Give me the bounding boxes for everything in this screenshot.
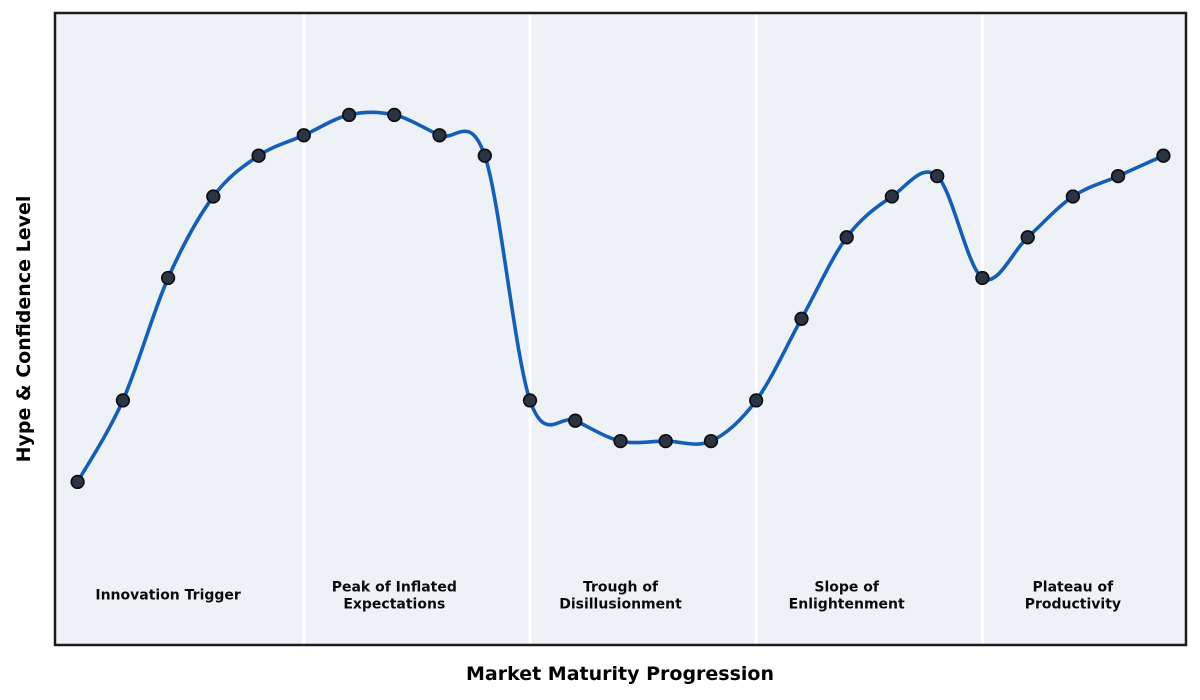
hype-curve-line [75,110,1166,484]
data-point-marker [251,148,266,163]
data-point-marker [70,474,85,490]
phase-label: Innovation Trigger [95,587,241,604]
data-point-marker [477,148,492,163]
data-point-marker [884,189,900,204]
plot-border [53,11,1188,647]
data-point-marker [613,433,628,449]
data-point-marker [341,107,357,123]
phase-label: Slope of Enlightenment [788,579,905,613]
data-point-marker [658,433,673,449]
data-point-marker [568,413,583,428]
data-point-marker [1065,189,1081,204]
data-point-marker [432,128,447,143]
data-point-marker [975,270,990,286]
data-point-marker [115,393,131,408]
data-point-marker [703,433,719,449]
data-point-marker [930,168,945,184]
data-point-marker [839,230,854,245]
phase-label: Trough of Disillusionment [559,579,682,613]
phase-label: Peak of Inflated Expectations [331,579,457,613]
data-point-marker [160,270,176,286]
data-point-marker [1110,168,1126,184]
data-point-marker [296,128,311,143]
data-point-marker [1156,148,1171,163]
x-axis-label: Market Maturity Progression [465,663,775,685]
y-axis-label: Hype & Confidence Level [13,195,35,463]
data-point-marker [206,189,221,204]
data-point-marker [522,393,538,408]
data-point-marker [749,393,764,408]
data-point-marker [387,107,402,123]
data-point-marker [794,311,809,326]
phase-label: Plateau of Productivity [1024,579,1122,613]
data-point-marker [1020,230,1035,245]
plot-area [55,13,1186,645]
